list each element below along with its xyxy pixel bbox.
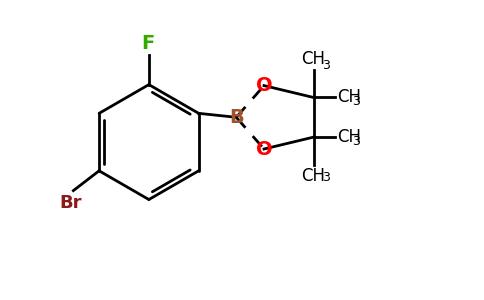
Text: B: B bbox=[229, 108, 243, 127]
Text: 3: 3 bbox=[352, 135, 360, 148]
Text: O: O bbox=[256, 140, 272, 158]
Text: CH: CH bbox=[337, 88, 362, 106]
Text: CH: CH bbox=[302, 167, 326, 185]
Text: 3: 3 bbox=[322, 171, 331, 184]
Text: 3: 3 bbox=[322, 59, 331, 72]
Text: F: F bbox=[141, 34, 154, 53]
Text: O: O bbox=[256, 76, 272, 95]
Text: CH: CH bbox=[337, 128, 362, 146]
Text: CH: CH bbox=[302, 50, 326, 68]
Text: 3: 3 bbox=[352, 95, 360, 108]
Text: Br: Br bbox=[59, 194, 82, 211]
